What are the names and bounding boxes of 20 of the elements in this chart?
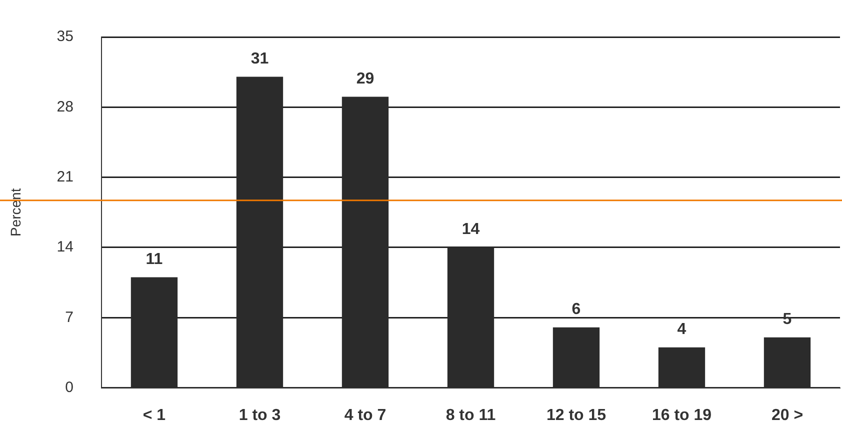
y-axis-title: Percent xyxy=(7,188,24,237)
data-label: 14 xyxy=(462,220,480,238)
y-tick-label: 35 xyxy=(56,28,74,46)
y-tick-label: 7 xyxy=(65,308,74,326)
x-tick-label: 12 to 15 xyxy=(546,406,606,424)
x-tick-label: 16 to 19 xyxy=(652,406,712,424)
x-tick-label: 1 to 3 xyxy=(238,406,281,424)
y-tick-label: 14 xyxy=(56,238,74,256)
x-tick-label: 4 to 7 xyxy=(344,406,386,424)
y-tick-label: 21 xyxy=(56,168,74,186)
data-label: 31 xyxy=(250,50,269,68)
data-label: 11 xyxy=(146,250,163,268)
data-label: 29 xyxy=(356,70,374,88)
data-label: 4 xyxy=(677,321,686,338)
y-tick-label: 0 xyxy=(65,378,74,396)
x-tick-label: < 1 xyxy=(142,406,166,424)
y-tick-label: 28 xyxy=(56,98,74,116)
data-label: 6 xyxy=(572,301,581,318)
x-tick-label: 8 to 11 xyxy=(446,406,496,424)
x-tick-label: 20 > xyxy=(771,406,804,424)
